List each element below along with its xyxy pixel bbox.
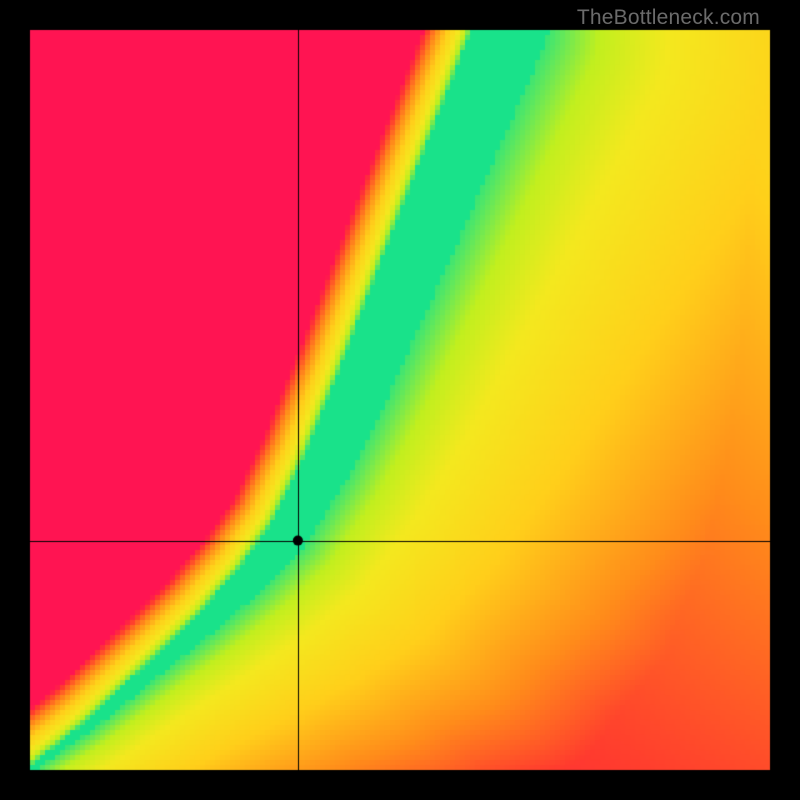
chart-container: TheBottleneck.com [0,0,800,800]
watermark-text: TheBottleneck.com [577,6,760,30]
bottleneck-heatmap [0,0,800,800]
